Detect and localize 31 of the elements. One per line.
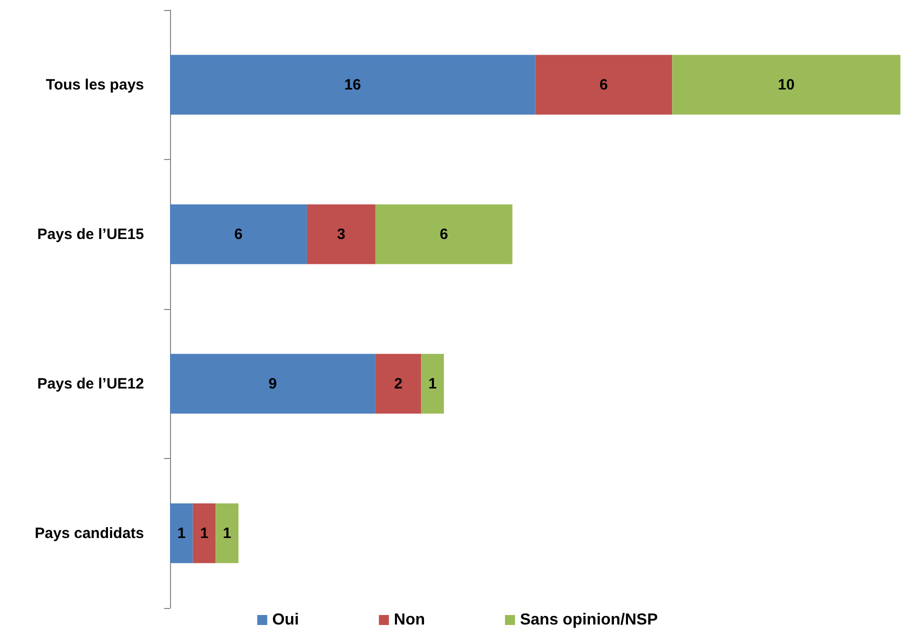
bar (306, 204, 376, 264)
data-label: 9 (268, 375, 277, 392)
bar (170, 54, 536, 115)
bar (216, 503, 238, 564)
bar (375, 354, 422, 414)
data-label: 2 (394, 375, 402, 392)
data-label: 6 (600, 76, 608, 94)
y-tick-label: Tous les pays (46, 76, 144, 94)
data-label: 1 (200, 524, 208, 542)
y-tick-label: Pays candidats (34, 524, 144, 542)
bar (170, 204, 307, 264)
bar (421, 354, 444, 414)
bar (535, 54, 672, 115)
data-label: 10 (778, 76, 795, 94)
y-tick-label: Pays de l’UE15 (37, 226, 144, 243)
legend-label: Oui (272, 612, 299, 628)
data-label: 16 (344, 76, 361, 94)
y-tick-label: Pays de l’UE12 (37, 375, 144, 392)
legend-label: Sans opinion/NSP (520, 612, 658, 628)
data-label: 6 (234, 226, 243, 243)
bar (672, 54, 900, 115)
data-label: 1 (222, 524, 232, 542)
bar (170, 503, 193, 564)
legend-label: Non (394, 612, 425, 628)
bar (192, 503, 216, 564)
data-label: 1 (177, 524, 186, 542)
data-label: 6 (440, 226, 448, 243)
bar (170, 354, 376, 414)
data-label: 1 (428, 375, 437, 392)
bar (375, 204, 512, 264)
data-label: 3 (337, 226, 346, 243)
